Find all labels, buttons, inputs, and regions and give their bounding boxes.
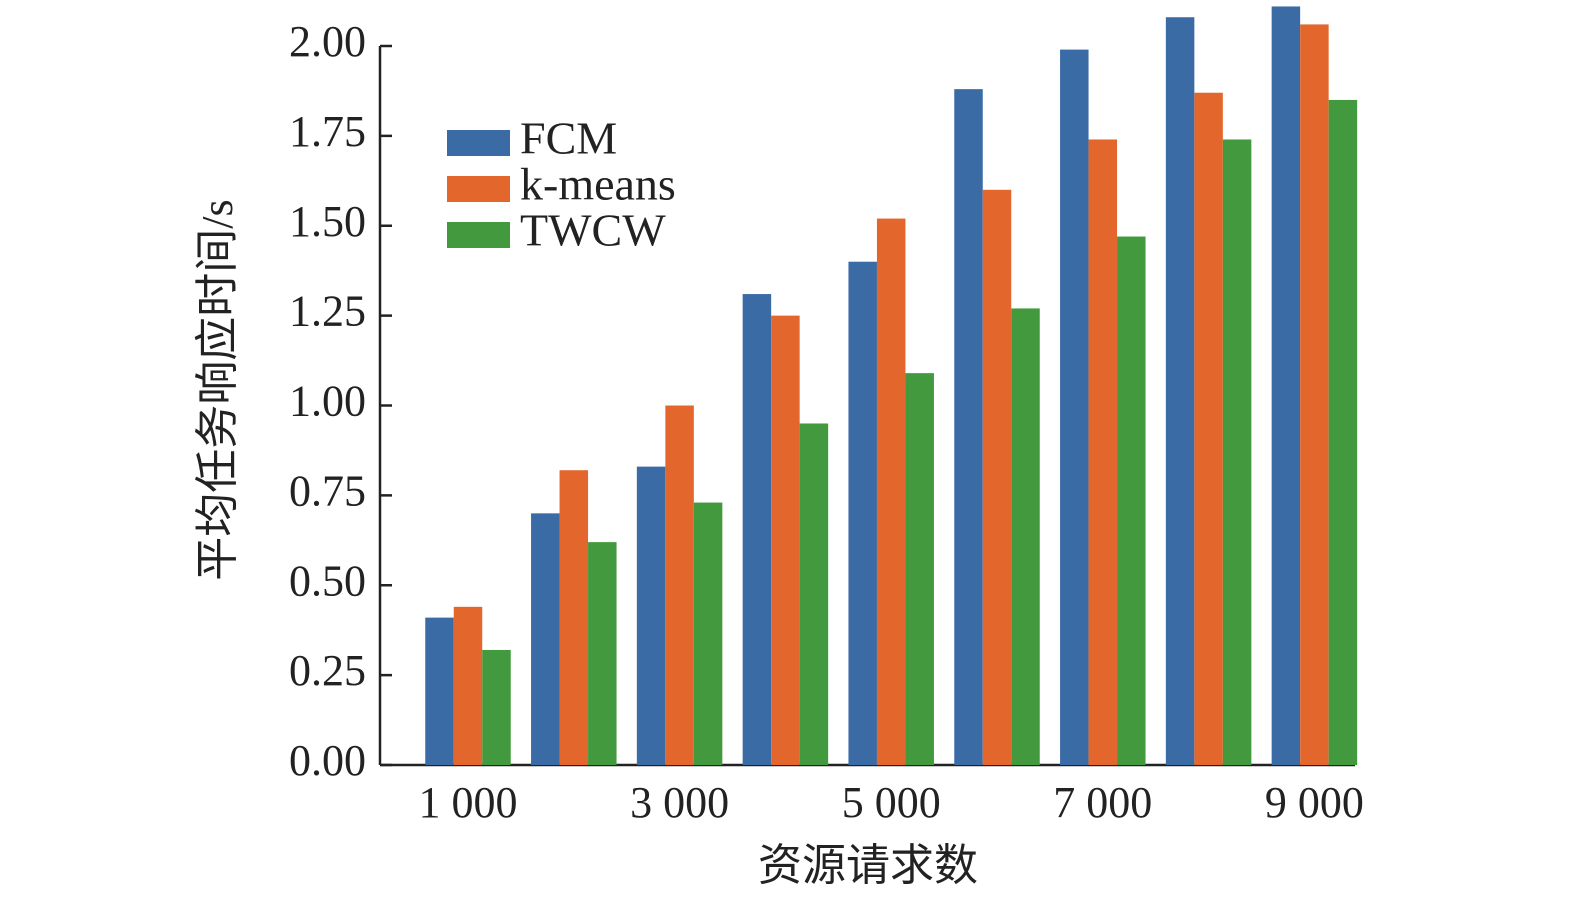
legend-label: TWCW — [520, 205, 666, 256]
bar — [1088, 139, 1118, 766]
legend-label: FCM — [520, 113, 617, 164]
bar — [665, 405, 694, 765]
bar — [982, 189, 1012, 766]
bar — [876, 218, 906, 765]
y-tick-label: 0.50 — [289, 556, 366, 605]
bar — [1300, 24, 1329, 766]
y-tick-label: 1.75 — [289, 107, 366, 156]
x-axis-label: 资源请求数 — [758, 841, 978, 890]
bar — [1271, 6, 1301, 765]
bar — [453, 606, 483, 765]
bar — [742, 294, 772, 765]
bar — [693, 502, 723, 765]
bar — [1117, 236, 1146, 765]
bar — [1328, 99, 1358, 766]
bar — [588, 542, 617, 765]
y-tick-label: 1.50 — [289, 197, 366, 246]
y-tick-label: 2.00 — [289, 17, 366, 66]
y-tick-label: 1.25 — [289, 287, 366, 336]
bar — [954, 89, 983, 765]
bar — [799, 423, 829, 765]
legend-swatch — [447, 130, 510, 156]
y-tick-label: 0.25 — [289, 646, 366, 695]
y-tick-label: 0.75 — [289, 466, 366, 515]
bar — [905, 373, 934, 765]
x-tick-label: 5 000 — [842, 778, 941, 827]
x-tick-label: 1 000 — [419, 778, 518, 827]
legend-label: k-means — [520, 159, 676, 210]
bar — [425, 617, 454, 765]
x-tick-label: 7 000 — [1053, 778, 1152, 827]
x-tick-label: 9 000 — [1265, 778, 1364, 827]
y-axis-label: 平均任务响应时间/s — [193, 199, 242, 580]
bar — [636, 466, 666, 765]
y-tick-label: 0.00 — [289, 736, 366, 785]
legend-swatch — [447, 222, 510, 248]
bar — [531, 513, 560, 765]
x-tick-label: 3 000 — [630, 778, 729, 827]
bar — [1060, 49, 1089, 766]
legend-swatch — [447, 176, 510, 202]
bar — [1222, 139, 1252, 766]
bar — [771, 315, 800, 765]
bar — [482, 649, 511, 765]
bar — [848, 261, 877, 765]
bar — [1194, 92, 1223, 766]
bar — [559, 470, 589, 765]
bar — [1011, 308, 1040, 765]
bar — [1165, 17, 1195, 766]
y-tick-label: 1.00 — [289, 377, 366, 426]
